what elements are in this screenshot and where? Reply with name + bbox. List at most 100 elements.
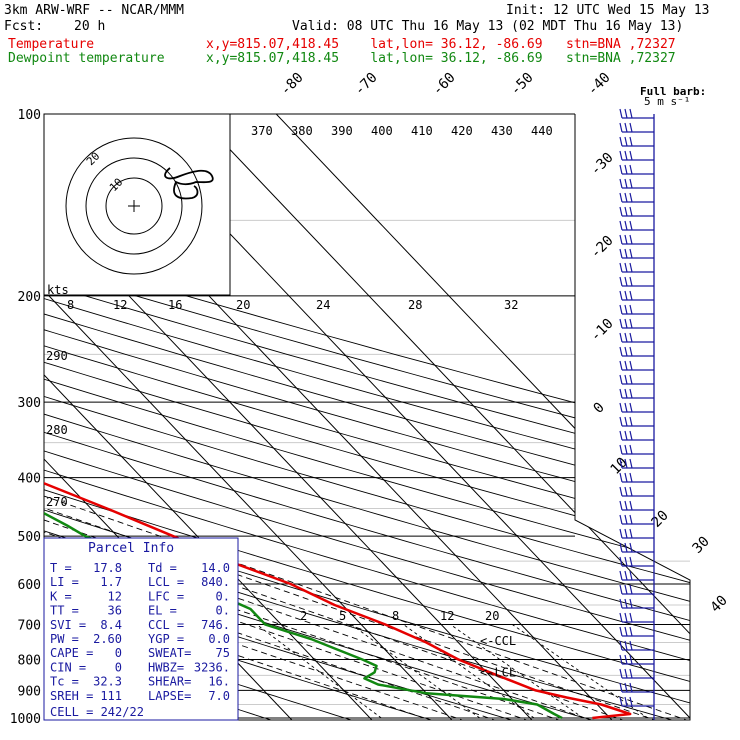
wind-barb-flag <box>624 346 628 357</box>
pressure-label-300: 300 <box>18 396 41 411</box>
mixing-ratio-line <box>256 624 382 719</box>
wind-barb-flag <box>619 584 623 595</box>
parcel-row-value: 111 <box>100 689 122 703</box>
wind-barb-flag <box>624 220 628 231</box>
parcel-row-label-2: SWEAT= <box>148 646 191 660</box>
wind-barb-flag <box>629 262 633 273</box>
wind-barb-flag <box>619 458 623 469</box>
wind-barb-flag <box>619 290 623 301</box>
parcel-row-value-2: 0. <box>216 604 230 618</box>
wind-barb-flag <box>619 122 623 133</box>
wind-barb-flag <box>624 318 628 329</box>
isotherm-line <box>44 114 463 720</box>
isotherm-line <box>44 114 543 720</box>
dry-adiabat <box>44 114 468 720</box>
wind-barb-flag <box>624 402 628 413</box>
dry-adiabat <box>44 114 387 720</box>
mixing-ratio-label: 12 <box>440 609 454 623</box>
wind-barb-flag <box>629 234 633 245</box>
wind-barb-flag <box>629 304 633 315</box>
mixing-ratio-label: 2 <box>300 609 307 623</box>
pressure-label-700: 700 <box>18 618 41 633</box>
wind-barb-flag <box>624 556 628 567</box>
parcel-row-label: Tc = <box>50 675 79 689</box>
parcel-row-label-2: SHEAR= <box>148 675 191 689</box>
wind-barb-flag <box>624 290 628 301</box>
pressure-label-600: 600 <box>18 578 41 593</box>
hodograph-speed-label: 24 <box>316 298 330 312</box>
mixing-ratio-label: 20 <box>485 609 499 623</box>
wind-barb-flag <box>624 682 628 693</box>
parcel-row-value-2: 75 <box>216 646 230 660</box>
wind-barb-flag <box>624 192 628 203</box>
dry-adiabat <box>44 114 690 720</box>
wind-barb-flag <box>629 150 633 161</box>
wind-barb-flag <box>629 178 633 189</box>
wind-barb-flag <box>624 430 628 441</box>
wind-barb-flag <box>624 612 628 623</box>
parcel-row-label-2: CCL = <box>148 618 184 632</box>
wind-barb-flag <box>619 248 623 259</box>
wind-barb-flag <box>629 388 633 399</box>
wind-barb-flag <box>619 220 623 231</box>
isotherm-label: -10 <box>588 316 617 345</box>
moist-adiabat <box>44 456 527 720</box>
wind-barb-flag <box>619 668 623 679</box>
valid-time: Valid: 08 UTC Thu 16 May 13 (02 MDT Thu … <box>292 19 684 34</box>
wind-barb-flag <box>629 612 633 623</box>
wind-barb-flag <box>624 654 628 665</box>
parcel-row-value-2: 3236. <box>194 660 230 674</box>
wind-barb-flag <box>629 640 633 651</box>
dry-adiabat <box>44 114 690 720</box>
wind-barb-flag <box>624 262 628 273</box>
isotherm-label: -20 <box>588 233 617 262</box>
moist-adiabat <box>44 369 687 720</box>
wind-barb-flag <box>619 304 623 315</box>
wind-barb-flag <box>629 472 633 483</box>
theta-side-label: 290 <box>46 349 68 363</box>
hodograph-ring <box>85 157 183 255</box>
dry-adiabat <box>44 114 690 720</box>
moist-adiabat <box>44 353 690 720</box>
isotherm-label: 0 <box>591 400 608 417</box>
mixing-ratio-line <box>403 624 535 719</box>
wind-barb-flag <box>629 318 633 329</box>
model-title: 3km ARW-WRF -- NCAR/MMM <box>4 3 185 18</box>
parcel-row-value: 0 <box>115 646 122 660</box>
parcel-row-value-2: 16. <box>208 675 230 689</box>
level-marker: <-LCL <box>480 665 516 679</box>
wind-barb-flag <box>629 682 633 693</box>
parcel-row-label: SREH = <box>50 689 93 703</box>
wind-barb-flag <box>619 570 623 581</box>
theta-side-label: 270 <box>46 495 68 509</box>
forecast-hour: 20 h <box>74 19 106 34</box>
parcel-row-label: K = <box>50 589 72 603</box>
isotherm-label: -60 <box>430 70 459 99</box>
wind-barb-flag <box>624 696 628 707</box>
isotherm-label: -40 <box>585 70 614 99</box>
parcel-row-label-2: HWBZ= <box>148 660 184 674</box>
parcel-row-label-2: EL = <box>148 604 177 618</box>
wind-barb-flag <box>629 136 633 147</box>
wind-barb-flag <box>624 528 628 539</box>
level-marker: <-CCL <box>480 634 516 648</box>
wind-barb-flag <box>624 164 628 175</box>
dry-adiabat <box>44 114 690 720</box>
dry-adiabat <box>44 114 690 720</box>
moist-adiabat <box>44 388 655 720</box>
parcel-row-value-2: 14.0 <box>201 561 230 575</box>
mixing-ratio-line <box>350 624 481 719</box>
wind-barb-flag <box>629 248 633 259</box>
wind-barb-flag <box>629 486 633 497</box>
wind-barb-flag <box>624 640 628 651</box>
dewpoint-location: x,y=815.07,418.45 lat,lon= 36.12, -86.69… <box>206 51 676 66</box>
wind-barb-flag <box>619 262 623 273</box>
wind-barb-flag <box>629 500 633 511</box>
parcel-row-label-2: YGP = <box>148 632 184 646</box>
hodograph-box <box>43 113 231 296</box>
hodograph-trace <box>164 167 214 200</box>
parcel-row-value: 36 <box>108 604 122 618</box>
wind-barb-flag <box>629 332 633 343</box>
